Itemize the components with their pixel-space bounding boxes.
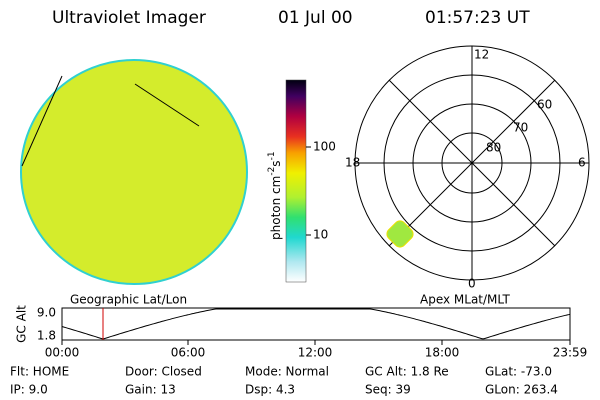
y-tick-label: 1.8	[37, 329, 56, 343]
info-field: Flt: HOME	[10, 365, 69, 379]
date: 01 Jul 00	[278, 8, 353, 28]
x-ticks: 00:00 06:00 12:00 18:00 23:59	[45, 340, 588, 360]
colorbar	[285, 79, 307, 283]
mlt-label: 12	[474, 48, 489, 62]
info-field: Gain: 13	[125, 383, 176, 397]
info-panel: Flt: HOME Door: Closed Mode: Normal GC Alt:…	[10, 365, 558, 397]
info-field: Dsp: 4.3	[245, 383, 295, 397]
y-axis-label: GC Alt	[15, 305, 29, 343]
exponent: -1	[267, 151, 277, 160]
mlt-label: 0	[468, 277, 476, 291]
lat-label: 70	[513, 121, 528, 135]
altitude-curve	[61, 308, 571, 340]
info-field: Door: Closed	[125, 365, 202, 379]
info-field: Mode: Normal	[245, 365, 329, 379]
x-tick-label: 18:00	[425, 346, 460, 360]
mlt-label: 6	[578, 156, 586, 170]
info-field: Seq: 39	[365, 383, 411, 397]
time: 01:57:23 UT	[425, 8, 530, 28]
y-tick-label: 9.0	[37, 306, 56, 320]
unit: photon cm	[269, 176, 283, 240]
lat-label: 60	[537, 98, 552, 112]
colorbar-label: photon cm-2s-1	[267, 151, 283, 240]
mlt-label: 18	[345, 156, 360, 170]
info-field: GLat: -73.0	[485, 365, 552, 379]
polar-caption: Apex MLat/MLT	[420, 293, 510, 307]
grid-line	[388, 79, 556, 247]
colorbar-tick-label: 10	[313, 228, 328, 242]
info-field: GC Alt: 1.8 Re	[365, 365, 449, 379]
timeline-caption: Geographic Lat/Lon	[70, 293, 187, 307]
x-tick-label: 23:59	[553, 346, 588, 360]
info-field: IP: 9.0	[10, 383, 48, 397]
info-field: GLon: 263.4	[485, 383, 558, 397]
x-tick-label: 06:00	[171, 346, 206, 360]
terminator-line	[21, 75, 63, 167]
polar-grid	[354, 45, 590, 281]
unit: s	[269, 160, 283, 166]
timeline-frame	[61, 307, 571, 341]
exponent: -2	[267, 167, 277, 176]
terminator-line	[134, 83, 200, 127]
colorbar-tick-label: 100	[313, 140, 336, 154]
title: Ultraviolet Imager	[52, 8, 206, 28]
sat-footprint	[386, 220, 414, 248]
earth-image	[20, 59, 248, 285]
lat-label: 80	[486, 141, 501, 155]
x-tick-label: 00:00	[45, 346, 80, 360]
x-tick-label: 12:00	[298, 346, 333, 360]
